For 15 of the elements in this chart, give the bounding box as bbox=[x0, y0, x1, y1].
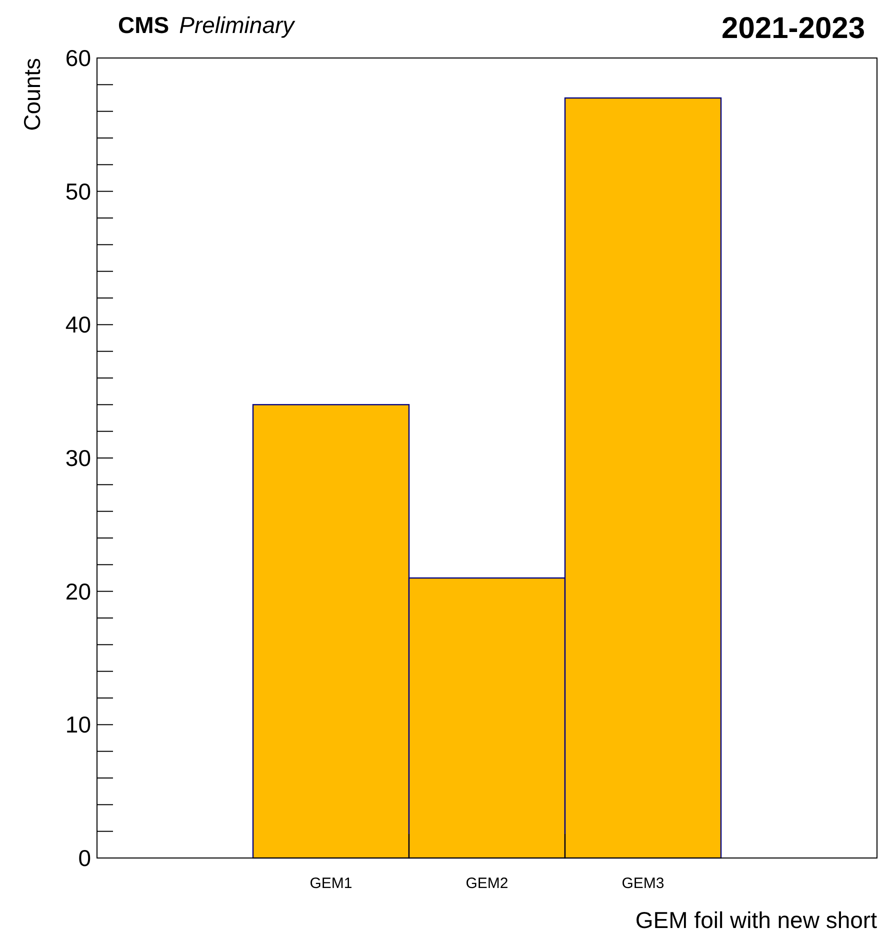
y-tick-label: 50 bbox=[65, 178, 91, 204]
x-tick-label: GEM1 bbox=[310, 875, 352, 892]
y-tick-label: 10 bbox=[65, 712, 91, 738]
y-tick-label: 20 bbox=[65, 578, 91, 604]
x-axis-title: GEM foil with new short bbox=[635, 907, 878, 933]
chart-subtitle: Preliminary bbox=[179, 12, 296, 38]
text: 2021-2023 bbox=[722, 12, 865, 45]
y-tick-label: 60 bbox=[65, 45, 91, 72]
x-tick-label: GEM2 bbox=[466, 875, 508, 892]
chart-title: CMS bbox=[118, 12, 170, 38]
x-tick-label: GEM3 bbox=[622, 875, 664, 892]
y-axis-title: Counts bbox=[19, 58, 45, 131]
y-tick-label: 0 bbox=[78, 845, 91, 872]
y-tick-label: 40 bbox=[65, 312, 91, 338]
y-tick-label: 30 bbox=[65, 445, 91, 472]
